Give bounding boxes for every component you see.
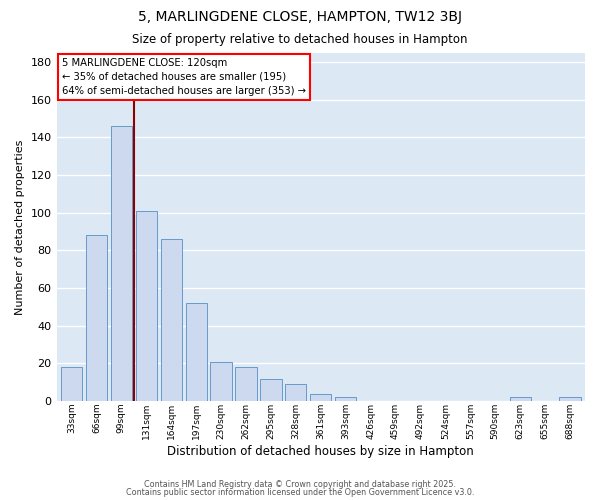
X-axis label: Distribution of detached houses by size in Hampton: Distribution of detached houses by size … xyxy=(167,444,474,458)
Text: 5, MARLINGDENE CLOSE, HAMPTON, TW12 3BJ: 5, MARLINGDENE CLOSE, HAMPTON, TW12 3BJ xyxy=(138,10,462,24)
Text: Contains HM Land Registry data © Crown copyright and database right 2025.: Contains HM Land Registry data © Crown c… xyxy=(144,480,456,489)
Bar xyxy=(509,398,531,401)
Text: Contains public sector information licensed under the Open Government Licence v3: Contains public sector information licen… xyxy=(126,488,474,497)
Bar xyxy=(161,239,182,401)
Bar xyxy=(235,368,257,401)
Text: Size of property relative to detached houses in Hampton: Size of property relative to detached ho… xyxy=(132,32,468,46)
Bar xyxy=(86,236,107,401)
Bar xyxy=(285,384,307,401)
Bar xyxy=(185,303,207,401)
Bar xyxy=(136,211,157,401)
Bar xyxy=(61,368,82,401)
Text: 5 MARLINGDENE CLOSE: 120sqm
← 35% of detached houses are smaller (195)
64% of se: 5 MARLINGDENE CLOSE: 120sqm ← 35% of det… xyxy=(62,58,306,96)
Bar xyxy=(559,398,581,401)
Bar xyxy=(211,362,232,401)
Bar xyxy=(111,126,132,401)
Y-axis label: Number of detached properties: Number of detached properties xyxy=(15,139,25,314)
Bar xyxy=(310,394,331,401)
Bar xyxy=(260,378,281,401)
Bar xyxy=(335,398,356,401)
